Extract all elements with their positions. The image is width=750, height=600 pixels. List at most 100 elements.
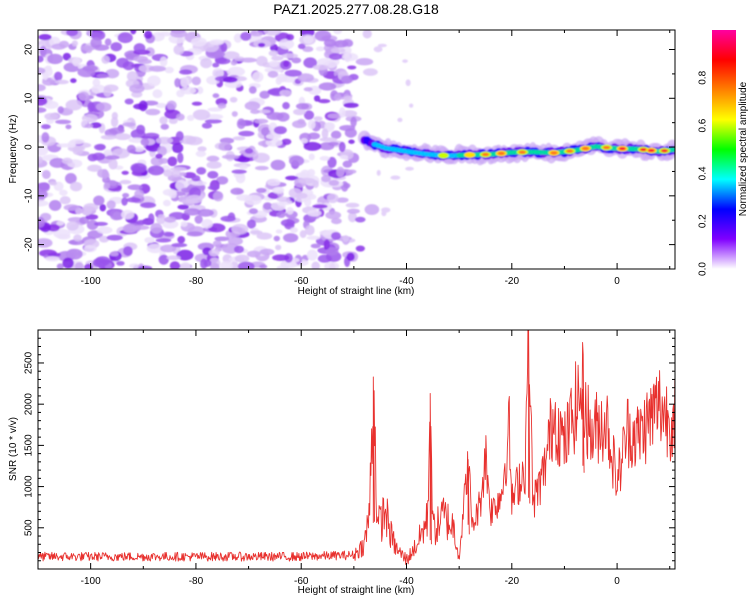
noise-blob <box>66 221 79 231</box>
noise-blob <box>72 148 84 155</box>
noise-blob <box>338 107 346 118</box>
spectrogram-x-tick-label: -100 <box>81 276 101 287</box>
noise-blob <box>304 224 315 236</box>
noise-blob <box>155 102 167 109</box>
noise-blob <box>129 84 145 94</box>
noise-blob <box>38 216 45 228</box>
noise-blob <box>327 141 339 146</box>
noise-blob <box>283 233 299 243</box>
noise-blob <box>310 243 321 249</box>
noise-blob <box>101 55 110 64</box>
track-peak <box>518 150 526 154</box>
noise-blob <box>212 93 220 99</box>
noise-blob <box>56 143 75 148</box>
noise-blob <box>282 102 290 110</box>
colorbar-label: Normalized spectral amplitude <box>738 81 749 216</box>
noise-blob <box>280 260 297 269</box>
noise-blob <box>121 170 129 175</box>
noise-blob <box>308 153 315 161</box>
noise-blob <box>110 116 119 128</box>
noise-blob <box>136 124 146 135</box>
noise-blob <box>155 136 173 145</box>
noise-blob <box>152 89 163 99</box>
noise-blob <box>201 122 213 129</box>
noise-blob <box>297 73 314 83</box>
noise-blob <box>303 87 313 92</box>
noise-blob <box>73 234 82 242</box>
snr-x-tick-label: 0 <box>614 576 620 587</box>
noise-blob <box>317 99 331 104</box>
track-peak <box>497 151 505 156</box>
noise-blob <box>279 89 292 97</box>
noise-blob <box>54 79 69 85</box>
noise-blob <box>330 130 342 139</box>
noise-blob <box>72 57 81 67</box>
noise-blob <box>278 38 295 50</box>
noise-blob <box>122 192 130 198</box>
track-peak <box>603 145 611 150</box>
noise-blob <box>355 58 374 66</box>
noise-blob <box>267 178 281 187</box>
chart-title: PAZ1.2025.277.08.28.G18 <box>273 1 439 17</box>
noise-blob <box>347 65 357 70</box>
noise-blob <box>205 114 224 120</box>
noise-blob <box>59 189 68 196</box>
noise-blob <box>133 146 145 152</box>
noise-blob <box>96 73 110 79</box>
noise-blob <box>98 235 110 243</box>
noise-blob <box>324 261 340 269</box>
noise-blob <box>236 118 246 130</box>
noise-blob <box>231 111 238 117</box>
noise-blob <box>124 98 134 105</box>
noise-blob <box>87 164 102 172</box>
noise-blob <box>341 52 359 62</box>
noise-blob <box>94 256 111 267</box>
noise-blob <box>145 108 161 116</box>
noise-blob <box>89 122 102 129</box>
noise-blob <box>217 103 227 109</box>
noise-blob <box>206 155 220 162</box>
noise-blob <box>87 101 95 113</box>
noise-blob <box>268 60 279 68</box>
noise-blob <box>297 118 306 125</box>
noise-blob <box>53 228 71 239</box>
noise-blob <box>122 223 138 234</box>
noise-blob <box>197 208 214 217</box>
noise-blob <box>162 188 177 196</box>
noise-blob <box>146 243 164 254</box>
spectrogram-frame <box>37 29 676 270</box>
spectrogram-x-ticks: -100 -80 -60 -40 -20 0 <box>37 30 671 287</box>
noise-blob <box>267 70 279 78</box>
noise-blob <box>63 204 80 211</box>
noise-blob <box>106 200 116 210</box>
noise-blob <box>38 67 46 75</box>
noise-blob <box>249 31 264 37</box>
noise-blob <box>48 199 62 211</box>
noise-blob <box>272 254 290 262</box>
noise-blob <box>41 124 51 130</box>
noise-blob <box>273 235 281 242</box>
track-peak <box>639 148 647 152</box>
noise-region <box>38 30 414 269</box>
snr-y-tick-label: 500 <box>24 519 35 536</box>
noise-blob <box>47 53 63 65</box>
noise-blob <box>321 128 329 140</box>
noise-blob <box>173 44 185 55</box>
noise-blob <box>230 59 238 66</box>
noise-blob <box>336 197 349 203</box>
noise-blob <box>286 207 294 215</box>
noise-blob <box>38 238 53 248</box>
noise-blob <box>263 202 273 210</box>
snr-x-tick-label: -100 <box>81 576 101 587</box>
noise-blob <box>96 226 113 234</box>
noise-blob <box>66 248 83 260</box>
noise-blob <box>66 30 78 37</box>
noise-blob <box>244 101 261 111</box>
noise-blob <box>343 102 359 108</box>
noise-blob <box>280 219 295 227</box>
noise-blob <box>126 197 141 203</box>
noise-blob <box>166 255 181 261</box>
noise-blob <box>390 175 401 180</box>
noise-blob <box>288 155 305 167</box>
noise-blob <box>171 243 188 248</box>
